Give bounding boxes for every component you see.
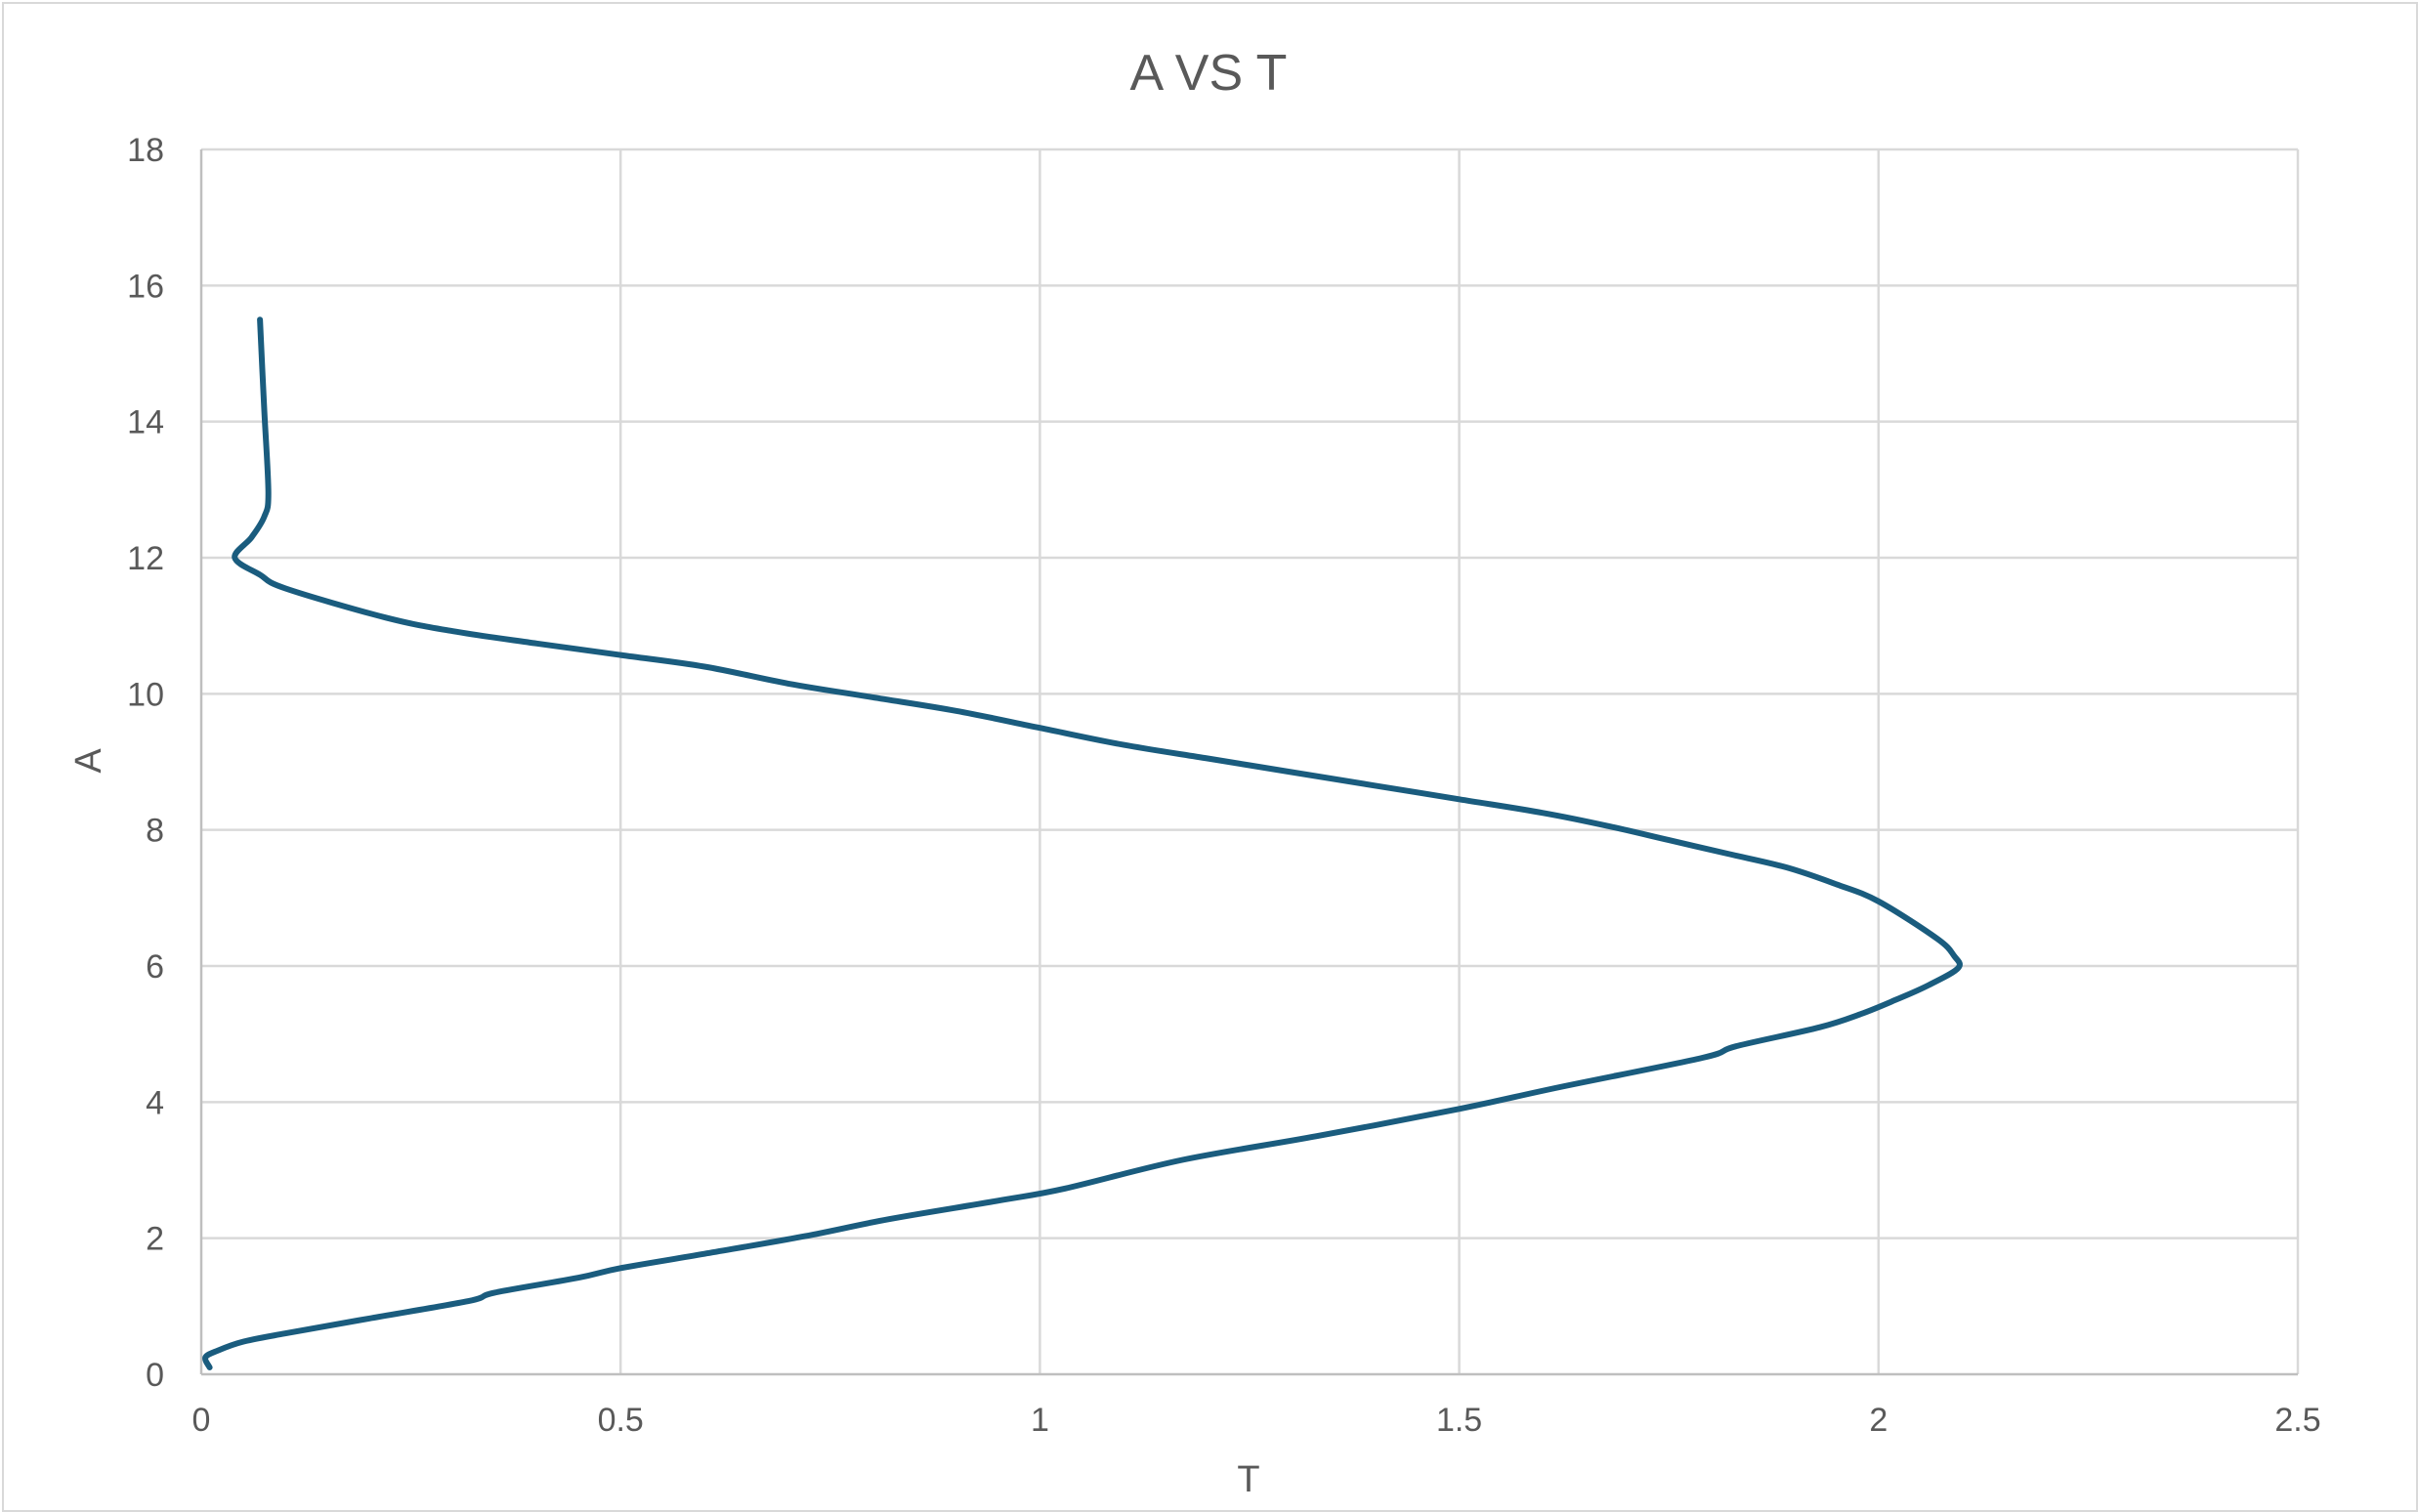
gridlines	[201, 147, 2300, 1374]
chart-title: A VS T	[1130, 45, 1288, 102]
x-tick-label: 0	[192, 1402, 211, 1439]
y-tick-label: 10	[127, 676, 164, 713]
y-tick-label: 2	[146, 1221, 164, 1258]
series-line	[202, 316, 1963, 1370]
y-tick-label: 18	[127, 132, 164, 169]
y-tick-label: 4	[146, 1084, 164, 1121]
axes	[199, 149, 2298, 1376]
y-tick-label: 14	[127, 404, 164, 441]
x-axis-title: T	[1237, 1459, 1259, 1500]
y-tick-label: 16	[127, 268, 164, 305]
x-tick-label: 1.5	[1436, 1402, 1482, 1439]
x-tick-label: 2	[1869, 1402, 1888, 1439]
y-tick-label: 0	[146, 1357, 164, 1394]
y-tick-label: 6	[146, 948, 164, 986]
x-tick-label: 2.5	[2274, 1402, 2320, 1439]
tick-labels: 0 2 4 6 8 10 12 14 16 18 0 0.5 1 1.5 2 2.5	[127, 132, 2320, 1439]
series-layer	[202, 316, 1963, 1370]
y-axis-title: A	[68, 748, 109, 774]
x-tick-label: 0.5	[598, 1402, 644, 1439]
x-tick-label: 1	[1031, 1402, 1049, 1439]
y-tick-label: 12	[127, 540, 164, 577]
y-tick-label: 8	[146, 813, 164, 850]
